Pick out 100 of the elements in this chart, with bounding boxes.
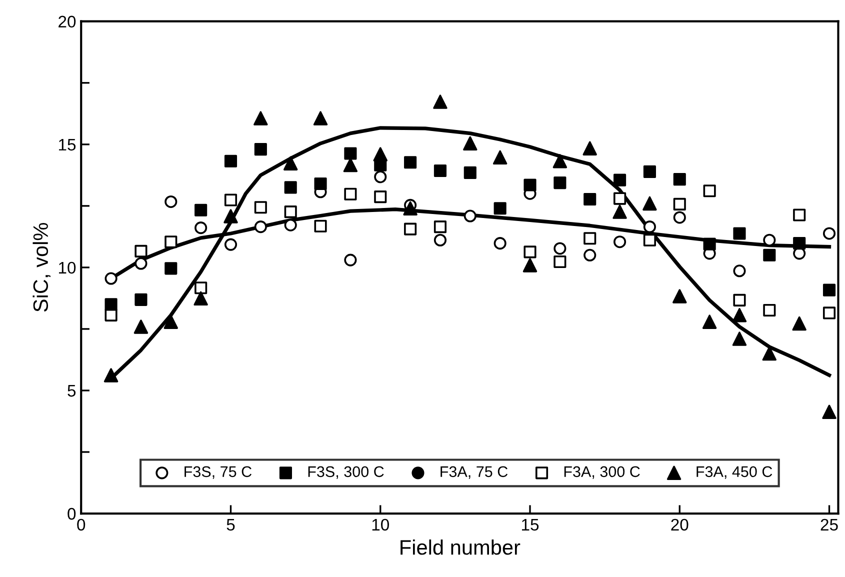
point [614, 236, 626, 248]
point [283, 156, 298, 170]
point [584, 232, 596, 245]
point [463, 136, 478, 151]
point [194, 222, 208, 234]
point [643, 234, 656, 246]
point [822, 227, 836, 240]
x-tick-label: 10 [372, 518, 389, 531]
y-tick-label: 0 [68, 508, 76, 520]
point [763, 234, 776, 246]
point [254, 201, 267, 214]
y-tick-label: 20 [58, 16, 76, 28]
point [314, 177, 327, 190]
legend-label: F3S, 300 C [308, 466, 384, 479]
point [642, 196, 657, 211]
point [344, 254, 357, 266]
point [822, 306, 836, 320]
point [104, 368, 118, 382]
point [134, 320, 148, 334]
point [404, 222, 417, 236]
point [134, 293, 148, 306]
legend-label: F3A, 75 C [440, 466, 508, 479]
point [643, 220, 656, 234]
legend-label: F3A, 300 C [564, 466, 640, 479]
point [733, 294, 746, 306]
point [614, 192, 626, 205]
point [524, 178, 536, 192]
point [732, 308, 747, 322]
x-tick-label: 25 [820, 518, 838, 531]
point [584, 248, 596, 262]
point [792, 316, 806, 331]
point [554, 176, 566, 190]
point [104, 308, 118, 322]
x-axis-title: Field number [400, 539, 520, 555]
point [672, 289, 687, 304]
point [464, 166, 476, 179]
point [134, 244, 148, 258]
point [552, 154, 568, 168]
point [673, 211, 686, 224]
legend-label: F3A, 450 C [696, 466, 772, 479]
point [313, 111, 328, 126]
point [612, 204, 627, 219]
point [404, 156, 417, 169]
point [522, 258, 538, 272]
point [554, 255, 566, 268]
y-tick-label: 15 [58, 138, 76, 151]
point [673, 198, 686, 210]
point [703, 184, 716, 198]
point [164, 236, 178, 248]
point [374, 170, 387, 184]
point [343, 158, 358, 172]
point [194, 204, 208, 216]
point [284, 206, 297, 218]
point [104, 272, 118, 285]
point [194, 291, 208, 306]
x-tick-label: 20 [671, 518, 688, 531]
point [582, 141, 597, 156]
point [194, 282, 208, 294]
point [344, 188, 357, 200]
point [732, 332, 747, 346]
point [702, 314, 717, 329]
point [434, 234, 447, 246]
point [433, 94, 448, 109]
point [134, 257, 148, 270]
point [524, 246, 536, 258]
point [224, 194, 238, 206]
point [822, 284, 836, 296]
y-tick-label: 5 [68, 385, 76, 397]
point [344, 147, 357, 160]
y-tick-label: 10 [58, 262, 76, 274]
point [434, 164, 447, 178]
point [643, 165, 656, 178]
point [793, 208, 806, 222]
point [703, 238, 716, 250]
point [554, 242, 566, 255]
legend-label: F3S, 75 C [184, 466, 252, 479]
point [733, 264, 746, 278]
point [614, 174, 626, 186]
point [164, 195, 178, 208]
point [224, 154, 238, 168]
point [164, 262, 178, 275]
point [494, 237, 506, 250]
point [793, 237, 806, 250]
point [763, 248, 776, 262]
point [733, 227, 746, 240]
point [494, 202, 506, 215]
point [254, 111, 268, 126]
point [373, 147, 388, 162]
point [164, 314, 178, 329]
point [584, 192, 596, 206]
point [434, 220, 447, 234]
x-tick-label: 5 [226, 519, 235, 531]
point [762, 346, 777, 361]
point [224, 209, 238, 224]
x-tick-label: 0 [77, 518, 86, 531]
point [254, 220, 267, 234]
point [314, 220, 327, 232]
point [464, 210, 476, 222]
x-tick-label: 15 [522, 519, 539, 531]
point [822, 404, 836, 420]
